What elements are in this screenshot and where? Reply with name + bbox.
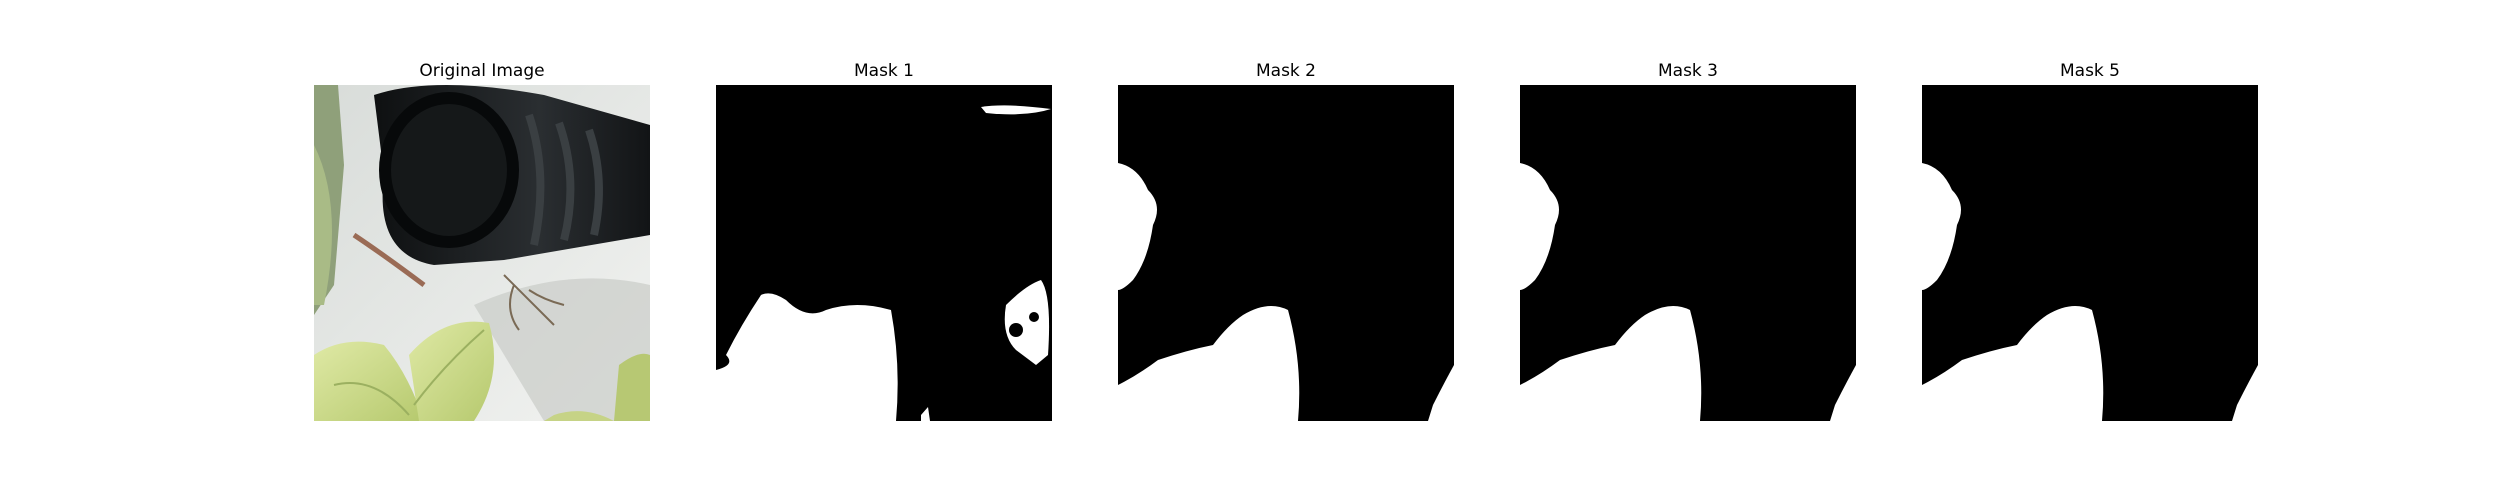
mask-3-image (1520, 85, 1856, 421)
panel-mask-2: Mask 2 (1118, 61, 1454, 421)
panel-mask-1: Mask 1 (716, 61, 1052, 421)
mask-1-image (716, 85, 1052, 421)
panel-mask-5: Mask 5 (1922, 61, 2258, 421)
panel-title: Original Image (419, 61, 545, 81)
mask-2-image (1118, 85, 1454, 421)
panel-title: Mask 5 (2059, 61, 2120, 81)
mask-5-image (1922, 85, 2258, 421)
panel-mask-3: Mask 3 (1520, 61, 1856, 421)
panel-title: Mask 2 (1255, 61, 1316, 81)
panel-original-image: Original Image (314, 61, 650, 421)
panel-title: Mask 3 (1657, 61, 1718, 81)
panel-title: Mask 1 (853, 61, 914, 81)
original-image (314, 85, 650, 421)
